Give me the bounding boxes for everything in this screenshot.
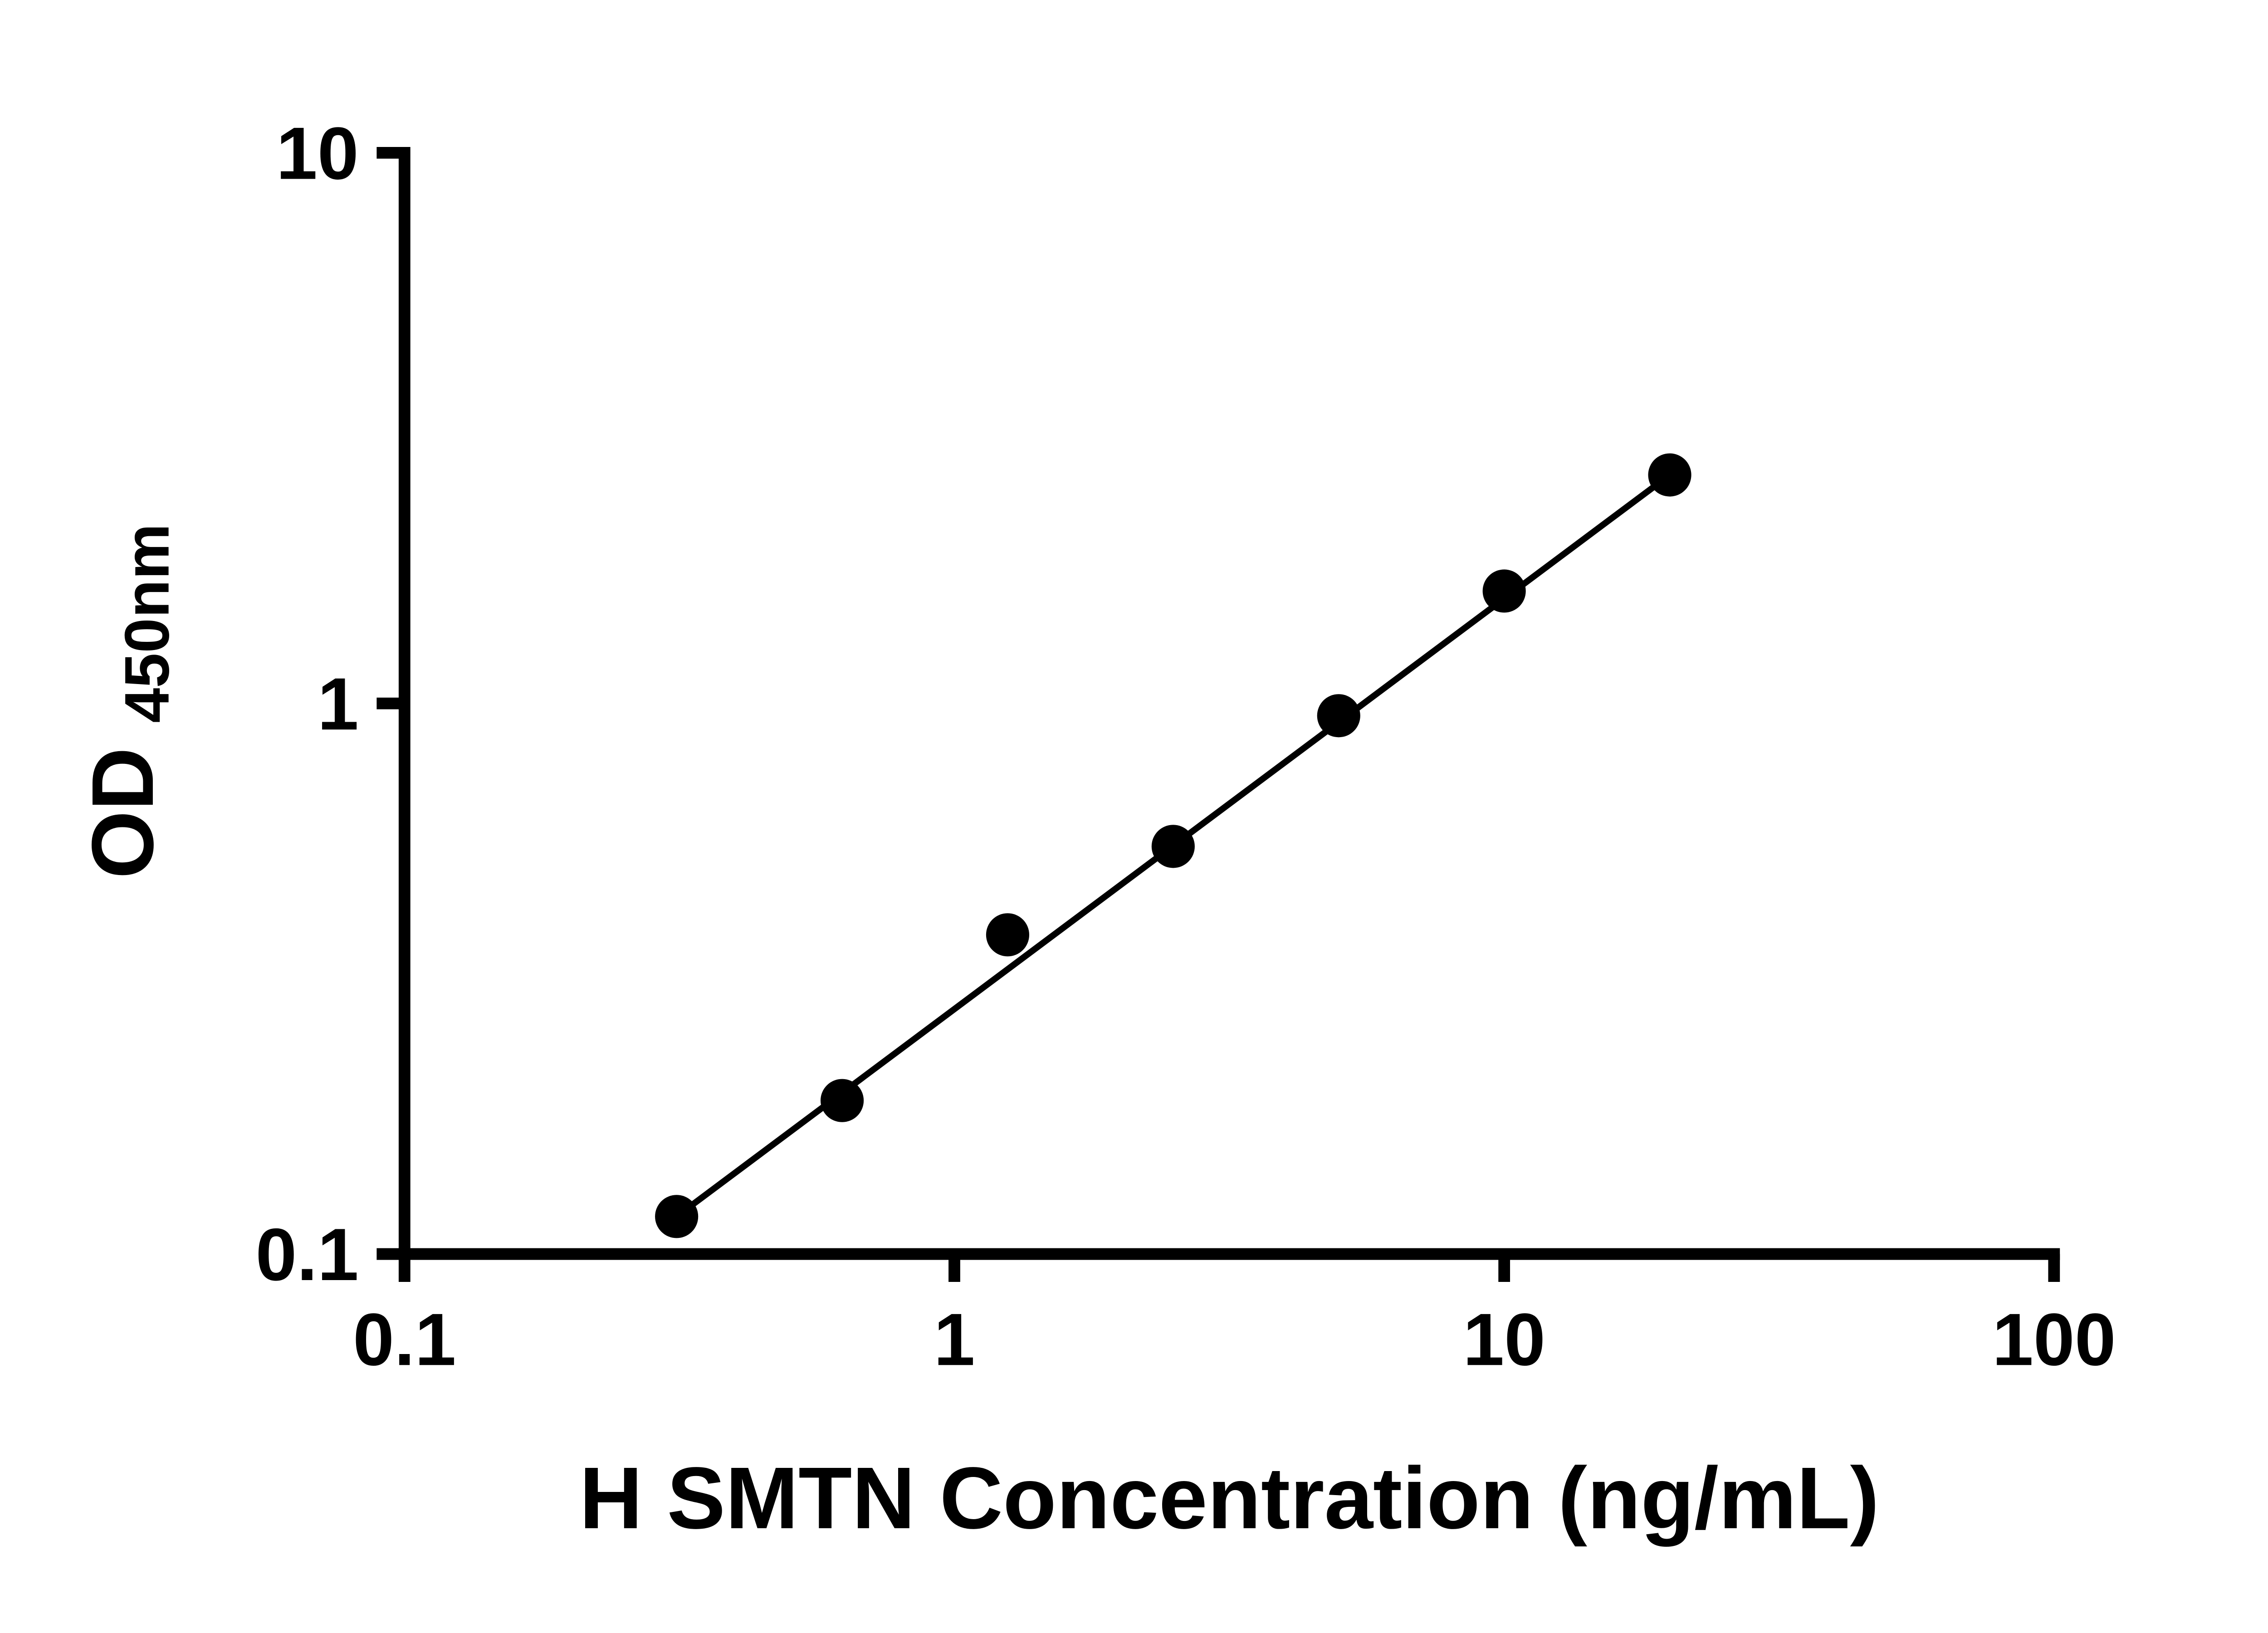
- data-point: [820, 1079, 864, 1122]
- x-axis-tick-labels: 0.1 1 10 100: [353, 1298, 2116, 1381]
- y-axis-tick-labels: 0.1 1 10: [255, 112, 358, 1296]
- data-point: [986, 913, 1030, 957]
- data-point: [1317, 694, 1360, 738]
- data-point: [1151, 825, 1195, 868]
- axes: [398, 147, 2060, 1260]
- data-point: [1482, 569, 1526, 613]
- data-point: [655, 1195, 699, 1238]
- y-axis-title: OD 450nm: [73, 523, 182, 879]
- y-tick-label: 1: [318, 662, 359, 745]
- y-tick-label: 0.1: [255, 1213, 358, 1296]
- y-tick-label: 10: [276, 112, 359, 195]
- data-series: [655, 453, 1691, 1238]
- y-axis-title-subscript: 450nm: [112, 523, 182, 723]
- x-tick-label: 1: [934, 1298, 975, 1381]
- x-axis-ticks: [398, 1254, 2060, 1282]
- y-axis-ticks: [376, 147, 405, 1260]
- x-axis-title: H SMTN Concentration (ng/mL): [579, 1449, 1879, 1547]
- x-tick-label: 10: [1463, 1298, 1545, 1381]
- x-tick-label: 0.1: [353, 1298, 456, 1381]
- y-axis-title-main: OD: [73, 747, 171, 879]
- x-tick-label: 100: [1992, 1298, 2116, 1381]
- data-point: [1648, 453, 1691, 497]
